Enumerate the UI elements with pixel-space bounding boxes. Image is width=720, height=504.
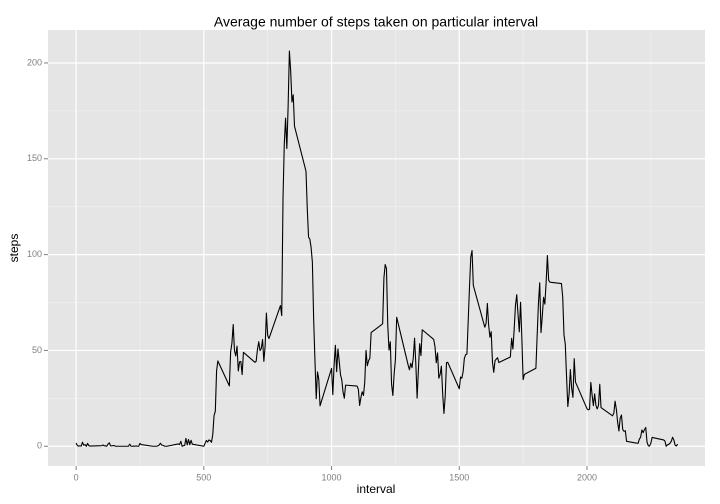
y-tick-label: 200	[27, 57, 42, 67]
y-tick-label: 100	[27, 249, 42, 259]
y-tick-label: 50	[32, 345, 42, 355]
data-line	[75, 50, 679, 447]
x-tick-label: 500	[196, 472, 211, 482]
y-tick-label: 0	[37, 441, 42, 451]
x-tick-label: 0	[74, 472, 79, 482]
chart-title: Average number of steps taken on particu…	[214, 14, 538, 30]
plot-panel	[48, 30, 705, 466]
x-tick-label: 1000	[322, 472, 342, 482]
x-tick-label: 2000	[577, 472, 597, 482]
x-tick-label: 1500	[449, 472, 469, 482]
x-axis-label: interval	[357, 482, 396, 496]
y-axis-label: steps	[7, 234, 21, 263]
y-tick-label: 150	[27, 153, 42, 163]
